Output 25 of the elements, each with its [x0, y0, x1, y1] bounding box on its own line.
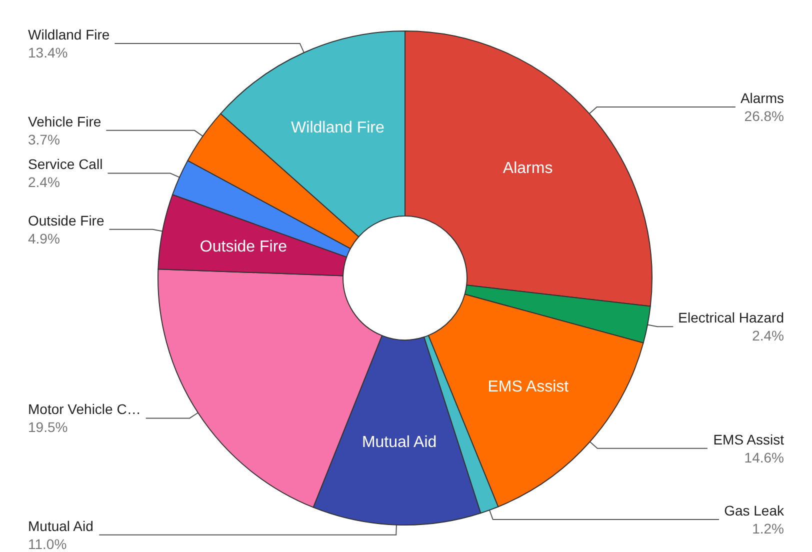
slice-label: EMS Assist — [488, 378, 570, 396]
data-label: 19.5% — [28, 419, 68, 436]
slice-label: Service Call — [28, 156, 103, 172]
data-label: 11.0% — [28, 536, 67, 552]
slice-label: EMS Assist — [713, 431, 784, 448]
slice-label: Mutual Aid — [362, 434, 437, 451]
data-label: 1.2% — [752, 520, 784, 536]
data-label: 2.4% — [28, 174, 60, 190]
slice-label: Electrical Hazard — [678, 310, 784, 326]
slice-label: Vehicle Fire — [28, 113, 102, 130]
data-label: 26.8% — [744, 108, 784, 124]
slice-label: Wildland Fire — [291, 119, 384, 136]
slice-label: Wildland Fire — [28, 26, 110, 42]
data-label: 2.4% — [752, 328, 784, 344]
slice-label: Motor Vehicle C… — [28, 401, 141, 418]
slice-label: Alarms — [502, 160, 553, 178]
data-label: 3.7% — [28, 131, 60, 148]
slice-label: Mutual Aid — [28, 518, 94, 534]
slice-label: Outside Fire — [200, 238, 288, 256]
slice-label: Gas Leak — [724, 502, 785, 518]
slice-label: Outside Fire — [28, 212, 104, 228]
data-label: 4.9% — [28, 230, 60, 246]
data-label: 14.6% — [744, 449, 784, 466]
data-label: 13.4% — [28, 44, 68, 60]
slice-label: Alarms — [740, 90, 784, 106]
